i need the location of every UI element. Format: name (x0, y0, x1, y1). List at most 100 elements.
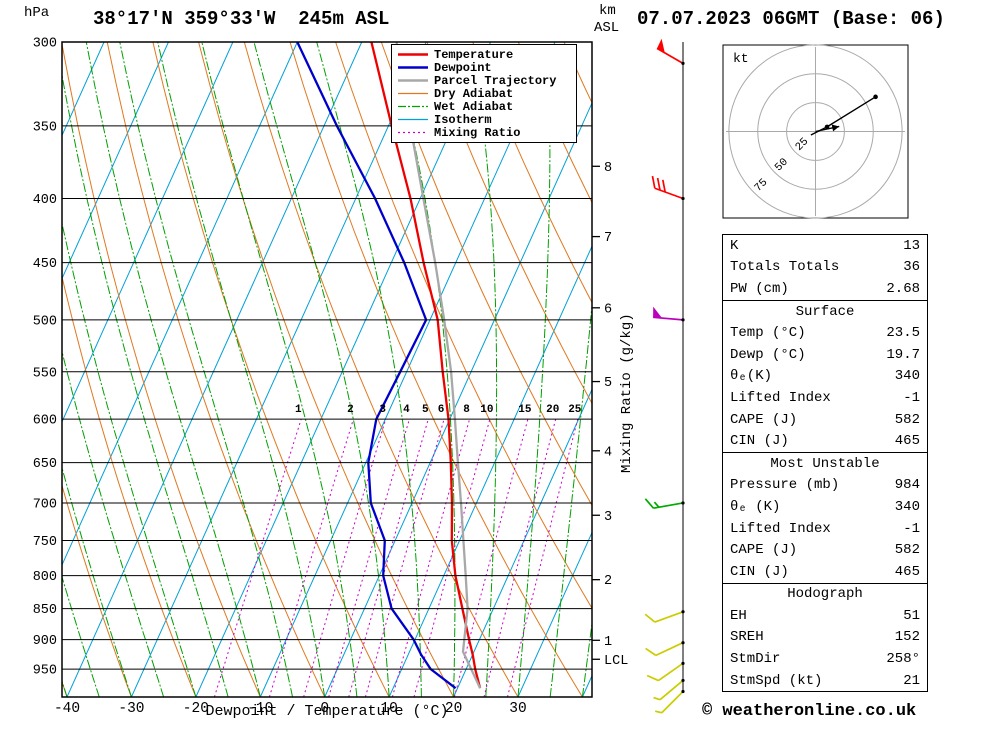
legend-line-sample (398, 131, 428, 134)
legend-item-label: Isotherm (434, 112, 492, 127)
table-row: PW (cm) 2.68 (723, 278, 927, 300)
isotherm-line (324, 101, 592, 697)
legend-item-label: Mixing Ratio (434, 125, 521, 140)
pressure-tick-label: 850 (33, 603, 57, 618)
km-tick-label: 3 (604, 510, 612, 525)
pressure-tick-label: 450 (33, 257, 57, 272)
pressure-tick-label: 750 (33, 535, 57, 550)
dry-adiabat-line (62, 483, 132, 697)
mixing-ratio-value-label: 20 (546, 404, 559, 416)
mixing-ratio-value-label: 1 (295, 404, 302, 416)
table-value: 340 (894, 368, 920, 385)
hodograph-unit-label: kt (733, 51, 749, 66)
mixing-ratio-line (364, 418, 445, 697)
wet-adiabat-line (549, 300, 592, 697)
table-row: θₑ(K) 340 (723, 366, 927, 388)
mixing-ratio-value-label: 8 (463, 404, 470, 416)
table-row: StmSpd (kt) 21 (723, 670, 927, 692)
wind-station-dot (681, 689, 685, 694)
wind-barb (644, 610, 685, 623)
mixing-ratio-value-label: 10 (480, 404, 493, 416)
wet-adiabat-line (581, 619, 592, 697)
wind-barb (646, 661, 685, 682)
temperature-tick-label: 20 (445, 701, 462, 717)
pressure-tick-label: 900 (33, 634, 57, 649)
table-value: -1 (903, 520, 920, 537)
table-row: CAPE (J) 582 (723, 539, 927, 561)
plot-border (61, 41, 593, 698)
wind-station-dot (681, 318, 685, 322)
table-value: 984 (894, 477, 920, 494)
table-row: θₑ (K) 340 (723, 496, 927, 518)
legend-item: Dewpoint (398, 60, 574, 75)
table-value: 582 (894, 542, 920, 559)
legend-line-sample (398, 79, 428, 82)
mixing-ratio-value-label: 2 (347, 404, 354, 416)
wet-adiabat-line (119, 42, 293, 697)
table-value: 36 (903, 259, 920, 276)
table-label: StmDir (730, 651, 781, 668)
table-section-header: Hodograph (787, 586, 863, 603)
wind-barb (645, 641, 685, 657)
wet-adiabat-line (316, 42, 422, 697)
hodograph-ring (757, 73, 874, 190)
km-tick-label: 8 (604, 161, 612, 176)
legend-item-label: Wet Adiabat (434, 99, 514, 114)
table-row: Totals Totals 36 (723, 257, 927, 279)
isotherm-line (66, 42, 363, 697)
km-tick-label: 5 (604, 376, 612, 391)
legend-item: Wet Adiabat (398, 99, 574, 114)
legend-item-label: Temperature (434, 47, 514, 62)
mixing-ratio-value-label: 4 (403, 404, 410, 416)
pressure-tick-label: 500 (33, 314, 57, 329)
table-label: StmSpd (kt) (730, 672, 823, 689)
table-label: CAPE (J) (730, 542, 798, 559)
table-section: K 13 Totals Totals 36 PW (cm) 2.68 (723, 235, 927, 300)
table-label: Lifted Index (730, 389, 831, 406)
pressure-axis-label: hPa (24, 5, 50, 21)
pressure-tick-label: 550 (33, 366, 57, 381)
table-section-header: Most Unstable (770, 455, 880, 472)
wind-barb-full-tick (661, 179, 666, 193)
station-title: 38°17'N 359°33'W 245m ASL (93, 8, 390, 30)
storm-motion-arrowhead (831, 124, 840, 132)
credit-text: © weatheronline.co.uk (702, 702, 917, 721)
table-value: 340 (894, 498, 920, 515)
mixing-ratio-value-label: 3 (379, 404, 386, 416)
hodograph-ring (786, 102, 845, 161)
table-label: θₑ(K) (730, 368, 773, 385)
dry-adiabat-line (472, 42, 592, 304)
hodograph-trace-dot (873, 94, 878, 100)
wind-barb-shaft (653, 316, 684, 321)
mixing-ratio-axis-label: Mixing Ratio (g/kg) (619, 313, 635, 473)
mixing-ratio-value-label: 15 (518, 404, 532, 416)
height-axis-label-km: km (599, 3, 616, 19)
table-section-header: Surface (795, 303, 855, 320)
mixing-ratio-value-label: 6 (438, 404, 445, 416)
temperature-tick-label: -30 (118, 701, 144, 717)
wind-barb-full-tick (656, 177, 661, 191)
wet-adiabat-line (157, 42, 326, 697)
table-value: 13 (903, 237, 920, 254)
mixing-ratio-line (268, 418, 354, 697)
table-label: Lifted Index (730, 520, 831, 537)
isotherm-line (62, 42, 169, 280)
table-label: SREH (730, 629, 764, 646)
table-value: 152 (894, 629, 920, 646)
temperature-tick-label: 30 (509, 701, 526, 717)
axes-layer: 1 2 3 4 5 6 8 10 15 20 253003504004505005506006507… (33, 37, 685, 717)
wind-barb (656, 38, 685, 65)
pressure-tick-label: 600 (33, 414, 57, 429)
curve-temperature (370, 42, 482, 689)
table-value: 19.7 (886, 346, 920, 363)
wet-adiabat-line (85, 42, 261, 697)
isotherm-line (388, 245, 592, 697)
sounding-curves (296, 42, 482, 690)
wind-station-dot (681, 501, 685, 505)
height-axis-label-asl: ASL (594, 20, 620, 36)
table-row: EH 51 (723, 605, 927, 627)
table-label: Totals Totals (730, 259, 840, 276)
table-label: PW (cm) (730, 280, 789, 297)
wind-barb-pennant (657, 38, 665, 53)
legend-item-label: Dewpoint (434, 60, 492, 75)
